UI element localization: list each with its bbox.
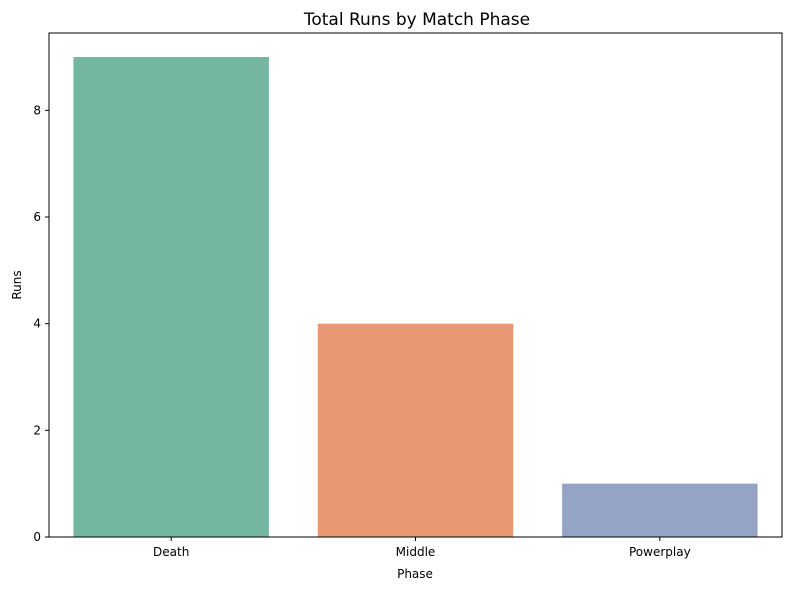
chart-title: Total Runs by Match Phase xyxy=(303,10,530,30)
x-tick-label: Powerplay xyxy=(629,545,691,559)
x-tick-label: Death xyxy=(153,545,189,559)
x-tick-label: Middle xyxy=(396,545,436,559)
y-tick-label: 4 xyxy=(33,317,41,331)
bar-powerplay xyxy=(562,483,758,537)
y-tick-label: 0 xyxy=(33,530,41,544)
x-axis-ticks: Death Middle Powerplay xyxy=(153,537,691,559)
y-tick-label: 6 xyxy=(33,210,41,224)
bars-group xyxy=(73,57,758,537)
x-axis-label: Phase xyxy=(397,567,433,581)
y-tick-label: 2 xyxy=(33,423,41,437)
plot-frame xyxy=(48,32,783,538)
y-tick-label: 8 xyxy=(33,103,41,117)
bar-death xyxy=(73,57,269,537)
bar-middle xyxy=(317,323,514,537)
y-axis-label: Runs xyxy=(10,270,24,299)
y-axis-ticks: 0 2 4 6 8 xyxy=(33,103,49,544)
